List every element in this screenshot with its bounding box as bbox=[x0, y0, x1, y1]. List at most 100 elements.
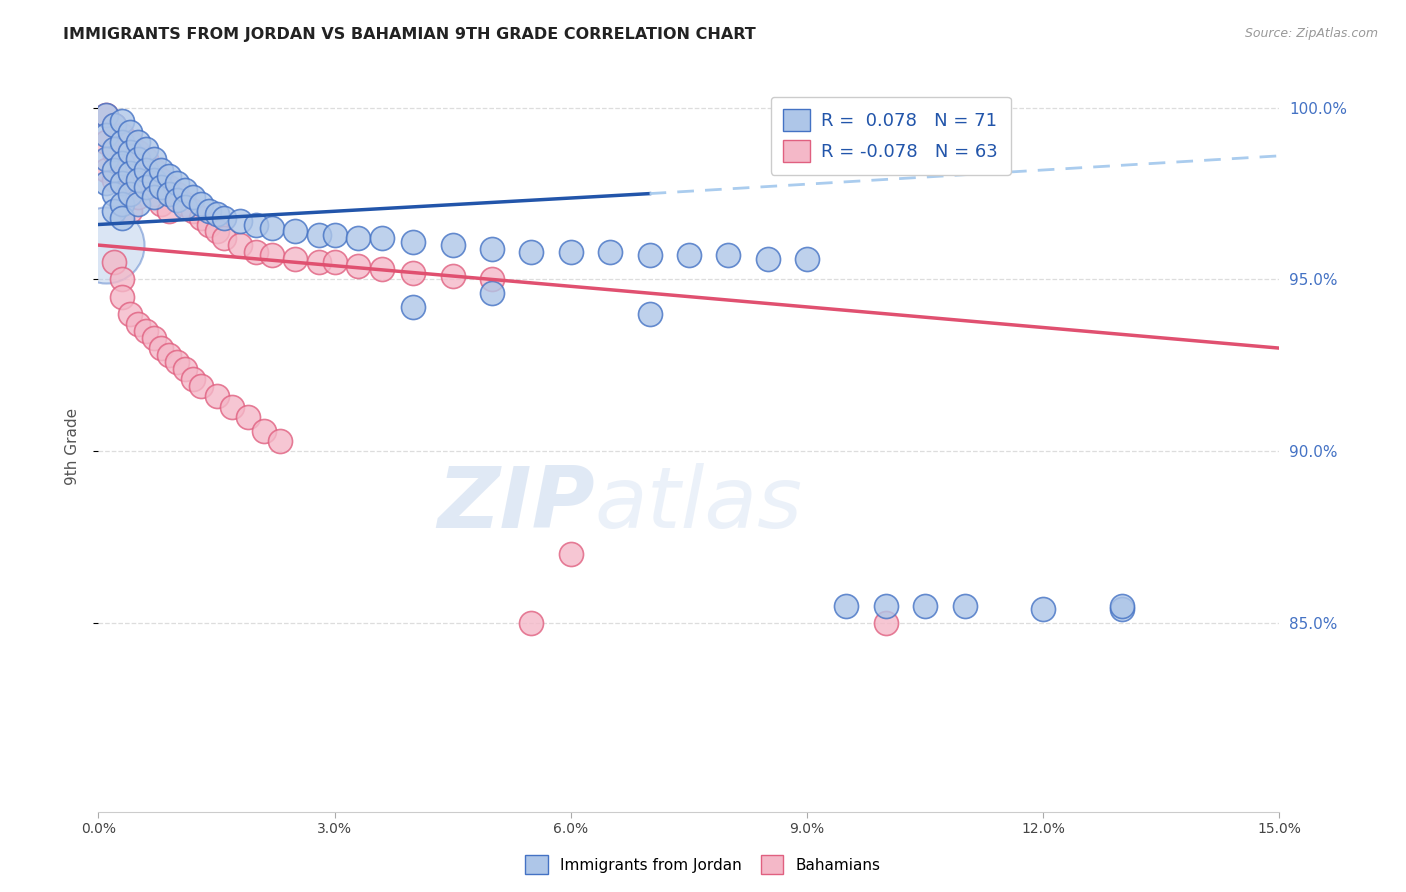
Point bbox=[181, 372, 204, 386]
Point bbox=[166, 194, 188, 208]
Point bbox=[835, 599, 858, 613]
Point bbox=[135, 153, 157, 167]
Point bbox=[236, 409, 259, 424]
Point bbox=[402, 300, 425, 314]
Point bbox=[347, 259, 370, 273]
Point bbox=[127, 197, 149, 211]
Point bbox=[1032, 602, 1054, 616]
Point bbox=[135, 162, 157, 177]
Point bbox=[308, 227, 330, 242]
Point bbox=[638, 307, 661, 321]
Text: Source: ZipAtlas.com: Source: ZipAtlas.com bbox=[1244, 27, 1378, 40]
Point bbox=[157, 203, 180, 218]
Point bbox=[323, 255, 346, 269]
Point bbox=[481, 242, 503, 256]
Point bbox=[481, 272, 503, 286]
Point bbox=[142, 173, 165, 187]
Point bbox=[174, 361, 197, 376]
Point bbox=[118, 145, 141, 160]
Point bbox=[323, 227, 346, 242]
Point bbox=[96, 238, 118, 252]
Point bbox=[560, 244, 582, 259]
Point bbox=[190, 211, 212, 225]
Text: ZIP: ZIP bbox=[437, 463, 595, 546]
Point bbox=[166, 355, 188, 369]
Point bbox=[150, 173, 173, 187]
Point bbox=[157, 179, 180, 194]
Point bbox=[118, 179, 141, 194]
Point bbox=[142, 162, 165, 177]
Text: IMMIGRANTS FROM JORDAN VS BAHAMIAN 9TH GRADE CORRELATION CHART: IMMIGRANTS FROM JORDAN VS BAHAMIAN 9TH G… bbox=[63, 27, 756, 42]
Point bbox=[481, 286, 503, 301]
Point bbox=[103, 118, 125, 132]
Point bbox=[111, 114, 134, 128]
Point bbox=[181, 190, 204, 204]
Point bbox=[111, 153, 134, 167]
Point bbox=[127, 135, 149, 149]
Y-axis label: 9th Grade: 9th Grade bbox=[65, 408, 80, 484]
Point bbox=[96, 153, 118, 167]
Point bbox=[111, 290, 134, 304]
Point bbox=[1111, 602, 1133, 616]
Point bbox=[118, 135, 141, 149]
Point bbox=[96, 107, 118, 121]
Point bbox=[441, 238, 464, 252]
Point bbox=[118, 307, 141, 321]
Point bbox=[127, 169, 149, 184]
Point bbox=[118, 166, 141, 180]
Point bbox=[96, 107, 118, 121]
Point bbox=[914, 599, 936, 613]
Point bbox=[142, 186, 165, 201]
Point bbox=[135, 142, 157, 156]
Point bbox=[205, 224, 228, 238]
Point bbox=[174, 197, 197, 211]
Point bbox=[717, 248, 740, 262]
Point bbox=[111, 211, 134, 225]
Point bbox=[127, 317, 149, 331]
Point bbox=[402, 235, 425, 249]
Point bbox=[205, 389, 228, 403]
Point bbox=[127, 190, 149, 204]
Point bbox=[103, 186, 125, 201]
Point bbox=[127, 145, 149, 160]
Point bbox=[127, 153, 149, 167]
Point bbox=[118, 203, 141, 218]
Point bbox=[197, 218, 219, 232]
Point bbox=[875, 599, 897, 613]
Point bbox=[245, 218, 267, 232]
Point bbox=[111, 197, 134, 211]
Point bbox=[214, 211, 236, 225]
Point bbox=[166, 176, 188, 190]
Point bbox=[560, 547, 582, 561]
Point bbox=[599, 244, 621, 259]
Point bbox=[190, 197, 212, 211]
Point bbox=[142, 153, 165, 167]
Point bbox=[221, 400, 243, 414]
Point bbox=[197, 203, 219, 218]
Point bbox=[284, 252, 307, 266]
Point bbox=[638, 248, 661, 262]
Point bbox=[756, 252, 779, 266]
Point bbox=[111, 272, 134, 286]
Legend: Immigrants from Jordan, Bahamians: Immigrants from Jordan, Bahamians bbox=[519, 849, 887, 880]
Point bbox=[157, 169, 180, 184]
Point bbox=[441, 268, 464, 283]
Point bbox=[142, 190, 165, 204]
Point bbox=[103, 203, 125, 218]
Point bbox=[111, 135, 134, 149]
Point bbox=[150, 197, 173, 211]
Point bbox=[118, 186, 141, 201]
Point bbox=[135, 176, 157, 190]
Point bbox=[520, 615, 543, 630]
Point bbox=[111, 155, 134, 169]
Text: atlas: atlas bbox=[595, 463, 803, 546]
Point bbox=[150, 162, 173, 177]
Point bbox=[157, 186, 180, 201]
Point bbox=[371, 231, 394, 245]
Point bbox=[796, 252, 818, 266]
Point bbox=[520, 244, 543, 259]
Legend: R =  0.078   N = 71, R = -0.078   N = 63: R = 0.078 N = 71, R = -0.078 N = 63 bbox=[770, 96, 1011, 175]
Point bbox=[103, 173, 125, 187]
Point bbox=[111, 176, 134, 190]
Point bbox=[103, 145, 125, 160]
